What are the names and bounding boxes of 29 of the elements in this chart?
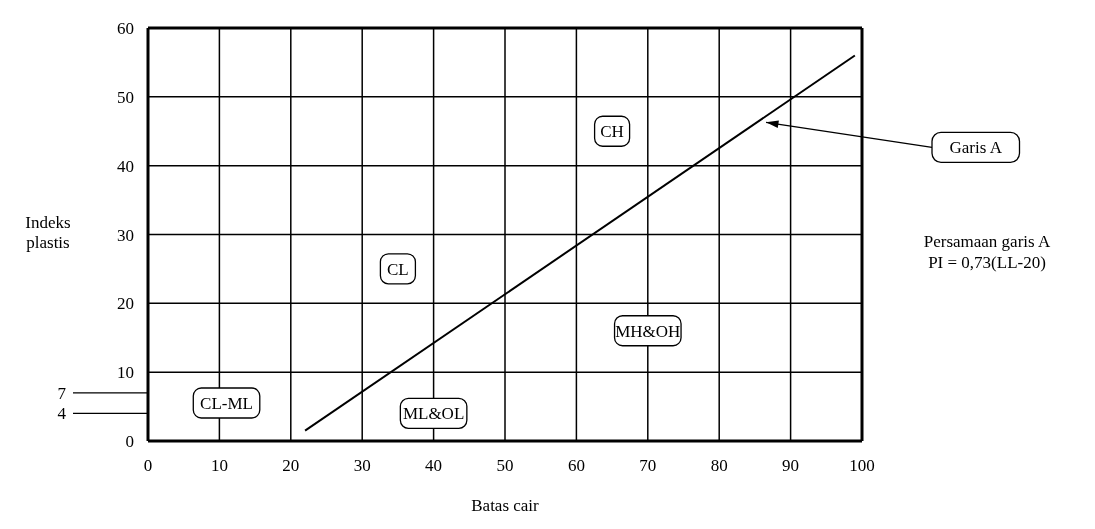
annotation: Garis A bbox=[949, 138, 1003, 158]
annotation: CH bbox=[600, 122, 624, 142]
ref-line-label: 7 bbox=[57, 383, 67, 403]
x-axis-title: Batas cair bbox=[471, 496, 540, 515]
y-tick-label: 30 bbox=[117, 225, 134, 245]
x-tick-label: 40 bbox=[425, 456, 443, 476]
y-tick-label: 60 bbox=[117, 19, 134, 39]
x-tick-label: 50 bbox=[496, 456, 514, 476]
x-tick-label: 90 bbox=[782, 456, 800, 476]
y-tick-label: 40 bbox=[117, 156, 134, 176]
y-tick-label: 50 bbox=[117, 87, 134, 107]
annotation: ML&OL bbox=[402, 404, 465, 424]
y-tick-label: 0 bbox=[125, 432, 134, 452]
x-tick-label: 30 bbox=[353, 456, 371, 476]
x-tick-label: 10 bbox=[210, 456, 228, 476]
annotation: MH&OH bbox=[615, 321, 681, 341]
x-tick-label: 70 bbox=[639, 456, 657, 476]
y-tick-label: 20 bbox=[117, 294, 134, 314]
x-tick-label: 80 bbox=[710, 456, 728, 476]
x-tick-label: 0 bbox=[143, 456, 153, 476]
x-tick-label: 60 bbox=[567, 456, 585, 476]
y-axis-title: Indeks plastis bbox=[25, 212, 71, 253]
ref-line-label: 4 bbox=[57, 404, 67, 424]
y-tick-label: 10 bbox=[117, 363, 134, 383]
text: Persamaan garis A PI = 0,73(LL-20) bbox=[923, 231, 1051, 273]
x-tick-label: 100 bbox=[849, 456, 875, 476]
x-tick-label: 20 bbox=[282, 456, 300, 476]
annotation: CL bbox=[387, 259, 409, 279]
annotation: CL-ML bbox=[200, 393, 253, 413]
